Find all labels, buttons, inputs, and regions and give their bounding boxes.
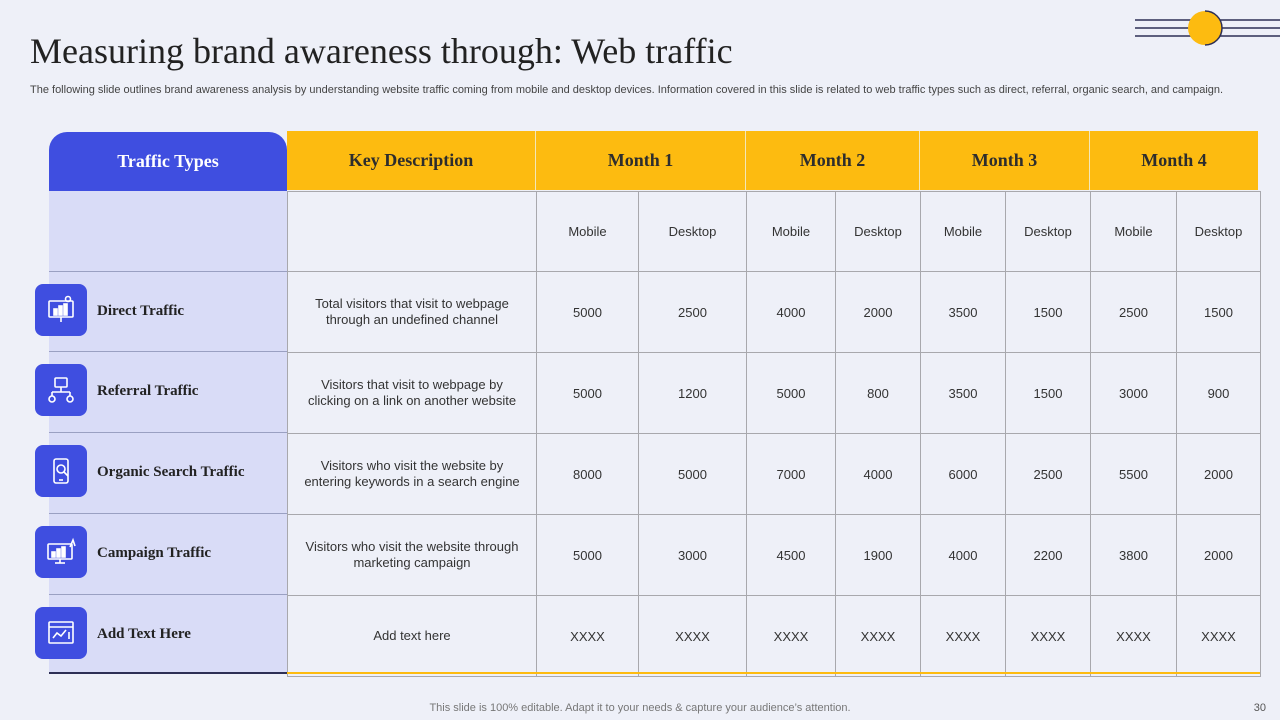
value-cell: 3500	[920, 271, 1006, 353]
header-key-description: Key Description	[287, 131, 536, 190]
mobile-search-icon	[35, 445, 87, 497]
device-subheader-row: Mobile Desktop Mobile Desktop Mobile Des…	[287, 191, 1261, 272]
traffic-type-organic-search: Organic Search Traffic	[35, 432, 287, 512]
value-cell: XXXX	[835, 595, 921, 677]
table-row: Visitors who visit the website through m…	[287, 514, 1261, 596]
table-bottom-border	[49, 672, 1260, 674]
traffic-type-label: Referral Traffic	[97, 382, 199, 399]
traffic-type-label: Campaign Traffic	[97, 544, 212, 561]
value-cell: 2000	[1176, 433, 1261, 515]
value-cell: 5000	[638, 433, 747, 515]
traffic-type-label: Organic Search Traffic	[97, 463, 245, 480]
subheader-cell: Mobile	[536, 191, 639, 272]
value-cell: 4000	[746, 271, 836, 353]
value-cell: XXXX	[1176, 595, 1261, 677]
slide-footer: This slide is 100% editable. Adapt it to…	[429, 702, 851, 714]
value-cell: XXXX	[920, 595, 1006, 677]
value-cell: 2000	[1176, 514, 1261, 596]
table-row: Total visitors that visit to webpage thr…	[287, 271, 1261, 353]
network-hierarchy-icon	[35, 364, 87, 416]
subheader-cell: Desktop	[1176, 191, 1261, 272]
value-cell: 4500	[746, 514, 836, 596]
description-cell: Visitors who visit the website by enteri…	[287, 433, 537, 515]
subheader-cell: Mobile	[746, 191, 836, 272]
traffic-type-referral: Referral Traffic	[35, 351, 287, 431]
value-cell: 4000	[920, 514, 1006, 596]
value-cell: XXXX	[536, 595, 639, 677]
empty-cell	[287, 191, 537, 272]
value-cell: 3000	[638, 514, 747, 596]
subheader-cell: Desktop	[1005, 191, 1091, 272]
traffic-type-campaign: Campaign Traffic	[35, 513, 287, 593]
description-cell: Total visitors that visit to webpage thr…	[287, 271, 537, 353]
description-cell: Visitors who visit the website through m…	[287, 514, 537, 596]
value-cell: 2500	[1005, 433, 1091, 515]
header-month-4: Month 4	[1090, 131, 1258, 190]
value-cell: 3800	[1090, 514, 1177, 596]
value-cell: 800	[835, 352, 921, 434]
slide-subtitle: The following slide outlines brand aware…	[30, 84, 1224, 96]
growth-chart-monitor-icon	[35, 526, 87, 578]
value-cell: 5000	[536, 352, 639, 434]
description-cell: Add text here	[287, 595, 537, 677]
traffic-type-label: Direct Traffic	[97, 302, 185, 319]
subheader-cell: Mobile	[920, 191, 1006, 272]
value-cell: 1500	[1005, 352, 1091, 434]
value-cell: XXXX	[1090, 595, 1177, 677]
traffic-type-add-text: Add Text Here	[35, 594, 287, 674]
value-cell: 3500	[920, 352, 1006, 434]
header-month-2: Month 2	[746, 131, 920, 190]
value-cell: 4000	[835, 433, 921, 515]
header-month-3: Month 3	[920, 131, 1090, 190]
value-cell: XXXX	[638, 595, 747, 677]
value-cell: 5000	[536, 514, 639, 596]
page-number: 30	[1253, 702, 1266, 714]
value-cell: 7000	[746, 433, 836, 515]
subheader-cell: Desktop	[835, 191, 921, 272]
table-row: Visitors that visit to webpage by clicki…	[287, 352, 1261, 434]
value-cell: XXXX	[1005, 595, 1091, 677]
header-traffic-types: Traffic Types	[49, 132, 287, 191]
value-cell: 900	[1176, 352, 1261, 434]
traffic-type-direct: Direct Traffic	[35, 271, 287, 351]
browser-chart-icon	[35, 607, 87, 659]
value-cell: 2500	[638, 271, 747, 353]
table-row: Add text here XXXX XXXX XXXX XXXX XXXX X…	[287, 595, 1261, 677]
sun-lines-decoration	[1135, 10, 1280, 46]
value-cell: 1900	[835, 514, 921, 596]
value-cell: 2200	[1005, 514, 1091, 596]
value-cell: XXXX	[746, 595, 836, 677]
subheader-cell: Mobile	[1090, 191, 1177, 272]
subheader-cell: Desktop	[638, 191, 747, 272]
value-cell: 1500	[1176, 271, 1261, 353]
value-cell: 6000	[920, 433, 1006, 515]
value-cell: 3000	[1090, 352, 1177, 434]
value-cell: 2000	[835, 271, 921, 353]
value-cell: 1500	[1005, 271, 1091, 353]
value-cell: 5000	[536, 271, 639, 353]
value-cell: 5000	[746, 352, 836, 434]
value-cell: 2500	[1090, 271, 1177, 353]
traffic-data-table: Mobile Desktop Mobile Desktop Mobile Des…	[287, 191, 1261, 677]
table-row: Visitors who visit the website by enteri…	[287, 433, 1261, 515]
header-month-1: Month 1	[536, 131, 746, 190]
panel-bottom-border	[49, 672, 287, 674]
traffic-type-label: Add Text Here	[97, 625, 191, 642]
value-cell: 5500	[1090, 433, 1177, 515]
slide-title: Measuring brand awareness through: Web t…	[30, 31, 733, 71]
value-cell: 8000	[536, 433, 639, 515]
description-cell: Visitors that visit to webpage by clicki…	[287, 352, 537, 434]
analytics-presentation-icon	[35, 284, 87, 336]
value-cell: 1200	[638, 352, 747, 434]
